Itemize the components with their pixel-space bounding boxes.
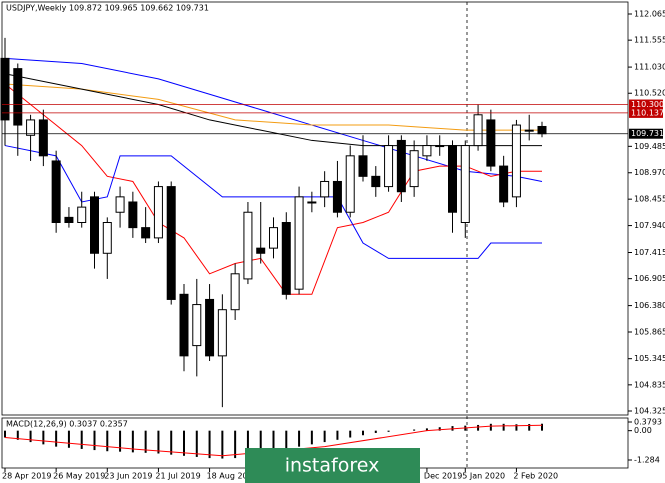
candle-body [102,222,112,254]
candle-body [128,201,138,229]
price-label: 110.137 [631,108,664,117]
watermark-box [245,448,420,483]
y-tick-label: 111.555 [634,36,665,45]
candle-body [90,196,99,254]
candle-body [460,145,470,224]
macd-signal [4,424,543,457]
candle-body [256,247,266,254]
main-panel [1,1,629,416]
candle-body [243,211,253,280]
candle-body [409,150,419,188]
x-tick-label: 26 May 2019 [53,472,105,481]
price-label-box [629,99,663,110]
y-tick-label: 106.905 [634,274,665,283]
candle-body [153,186,163,239]
y-tick-label: 105.345 [634,354,665,363]
price-label: 110.300 [631,100,664,109]
y-tick-label: 104.325 [634,407,665,416]
y-tick-label: 106.380 [634,301,665,310]
candle-body [499,165,509,203]
x-tick-label: Dec 2019 [424,472,462,481]
candle-body [358,155,368,177]
x-tick-label: 23 Jun 2019 [104,472,152,481]
candle-body [435,145,445,148]
x-tick-label: 21 Jul 2019 [155,472,200,481]
plot: 112.065 111.555 111.030 110.520 109.485 108.9… [0,10,665,481]
y2-tick-label: 0.00 [634,426,652,435]
candle-body [192,304,202,347]
watermark: instaforex [245,448,420,483]
candle-body [448,145,457,213]
y-tick-label: 111.030 [634,63,665,72]
y-tick-label: 104.835 [634,380,665,389]
candle-body [332,180,342,213]
chart-title: USDJPY,Weekly 109.872 109.965 109.662 10… [6,4,209,13]
indicator-line [4,83,542,131]
price-label-box [629,107,663,118]
watermark-text: instaforex [285,455,380,477]
candle-body [384,145,394,188]
candle-body [473,114,483,147]
y2-tick-label: -1.284 [634,456,660,465]
candle-body [371,175,381,188]
candle-body [141,227,151,239]
price-label: 109.731 [631,129,664,138]
y2-tick-label: 0.3793 [634,418,662,427]
y-tick-label: 108.455 [634,195,665,204]
candle-body [524,129,534,132]
candle-body [281,222,291,295]
y-tick-label: 105.865 [634,328,665,337]
x-tick-label: 28 Apr 2019 [2,472,51,481]
y-tick-label: 107.415 [634,248,665,257]
x-tick-label: 2 Feb 2020 [513,472,558,481]
candle-body [537,125,547,135]
candle-body [396,139,406,193]
candle-body [422,145,432,157]
y-tick-label: 110.520 [634,89,665,98]
candle-body [294,196,304,290]
candle-body [307,201,317,204]
candle-body [179,293,189,357]
candle-body [486,119,496,167]
candle-body [217,309,227,357]
candle-body [64,216,74,224]
macd-title: MACD(12,26,9) 0.3037 0.2357 [6,420,128,429]
price-label-box [629,128,663,139]
candle-body [26,119,36,136]
y-tick-label: 112.065 [634,10,665,19]
candle-body [230,273,240,311]
y-tick-label: 107.940 [634,221,665,230]
candle-body [0,57,10,121]
candle-body [77,206,87,224]
y-tick-label: 109.485 [634,142,665,151]
y-tick-label: 108.970 [634,168,665,177]
candle-body [115,196,125,213]
x-tick-label: 5 Jan 2020 [462,472,505,481]
x-tick-label: 18 Aug 20 [207,472,248,481]
candle-body [38,119,48,157]
candle-body [166,186,176,300]
candle-body [13,68,23,126]
candle-body [345,155,355,213]
candle-body [511,124,521,198]
candle-body [320,180,330,198]
candle-body [51,160,61,224]
candle-body [269,227,278,249]
candle-body [205,298,215,357]
